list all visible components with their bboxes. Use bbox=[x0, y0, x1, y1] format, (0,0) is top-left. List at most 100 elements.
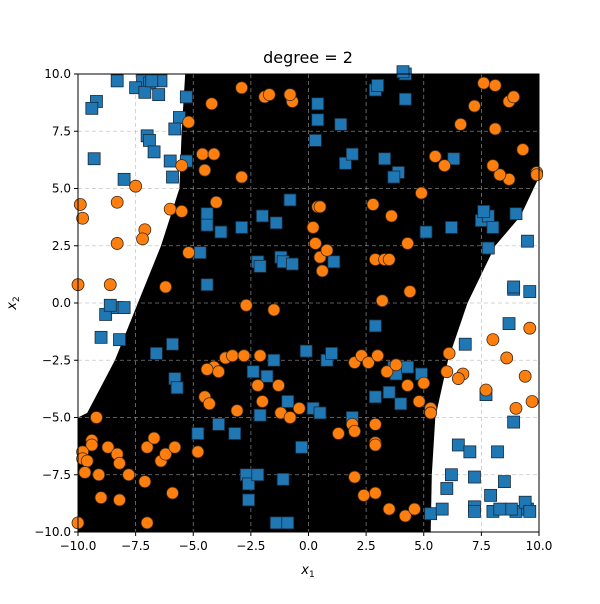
point-square bbox=[371, 79, 385, 92]
point-circle bbox=[488, 122, 502, 136]
point-square bbox=[117, 172, 131, 186]
point-circle bbox=[306, 221, 320, 234]
point-square bbox=[179, 90, 193, 104]
point-square bbox=[253, 408, 267, 422]
point-circle bbox=[454, 117, 468, 131]
point-circle bbox=[525, 395, 539, 408]
point-circle bbox=[159, 280, 172, 294]
point-circle bbox=[209, 195, 223, 209]
y-axis-label: x2 bbox=[5, 296, 22, 310]
plot-area bbox=[71, 65, 544, 533]
point-circle bbox=[168, 440, 182, 454]
point-square bbox=[94, 330, 108, 344]
point-circle bbox=[357, 488, 371, 502]
point-square bbox=[295, 440, 308, 454]
point-square bbox=[143, 134, 156, 147]
x-tick-label: 7.5 bbox=[472, 539, 491, 553]
point-circle bbox=[140, 440, 154, 454]
point-circle bbox=[80, 454, 94, 468]
point-circle bbox=[129, 179, 143, 193]
point-square bbox=[445, 468, 458, 482]
point-square bbox=[311, 113, 325, 127]
point-square bbox=[523, 504, 537, 518]
point-square bbox=[440, 482, 454, 495]
point-square bbox=[468, 504, 481, 518]
point-square bbox=[313, 406, 327, 420]
point-square bbox=[269, 216, 283, 230]
point-circle bbox=[309, 237, 322, 250]
y-tick-label: 7.5 bbox=[52, 124, 71, 138]
point-square bbox=[396, 65, 410, 79]
x-tick-label: 5.0 bbox=[414, 539, 433, 553]
point-square bbox=[445, 221, 458, 234]
point-circle bbox=[198, 163, 212, 177]
point-circle bbox=[237, 349, 251, 363]
point-circle bbox=[196, 147, 209, 161]
point-circle bbox=[523, 321, 537, 335]
point-square bbox=[309, 134, 322, 147]
point-square bbox=[435, 502, 449, 516]
point-square bbox=[387, 170, 401, 184]
x-tick-label: −5.0 bbox=[179, 539, 208, 553]
point-circle bbox=[368, 486, 382, 500]
point-circle bbox=[200, 363, 214, 376]
point-circle bbox=[488, 79, 502, 92]
point-circle bbox=[76, 211, 90, 225]
point-circle bbox=[103, 278, 117, 292]
x-axis-ticks: −10.0 −7.5 −5.0 −2.5 0.0 2.5 5.0 7.5 10.0 bbox=[60, 532, 553, 553]
y-tick-label: 2.5 bbox=[52, 239, 71, 253]
point-square bbox=[246, 365, 260, 379]
point-circle bbox=[230, 404, 244, 418]
point-circle bbox=[486, 333, 500, 347]
point-square bbox=[299, 344, 313, 358]
point-square bbox=[267, 353, 281, 367]
point-circle bbox=[166, 486, 179, 500]
point-square bbox=[484, 488, 497, 502]
point-square bbox=[269, 516, 283, 530]
point-circle bbox=[518, 369, 532, 383]
point-circle bbox=[235, 170, 249, 184]
y-tick-label: −10.0 bbox=[34, 525, 71, 539]
point-square bbox=[242, 493, 255, 507]
point-circle bbox=[90, 411, 103, 424]
point-circle bbox=[468, 99, 481, 113]
point-square bbox=[468, 470, 481, 484]
point-circle bbox=[493, 168, 507, 182]
point-circle bbox=[403, 285, 417, 298]
point-circle bbox=[101, 440, 115, 454]
point-square bbox=[523, 285, 537, 298]
point-circle bbox=[507, 90, 521, 104]
point-circle bbox=[78, 466, 92, 479]
point-circle bbox=[375, 294, 389, 308]
point-circle bbox=[262, 88, 276, 102]
point-square bbox=[255, 209, 269, 223]
x-tick-label: −10.0 bbox=[60, 539, 97, 553]
point-circle bbox=[283, 411, 297, 424]
point-square bbox=[447, 152, 461, 166]
x-tick-label: −2.5 bbox=[236, 539, 265, 553]
point-square bbox=[260, 369, 274, 383]
x-axis-label: x1 bbox=[300, 563, 314, 580]
point-circle bbox=[253, 349, 267, 363]
y-tick-label: 0.0 bbox=[52, 296, 71, 310]
point-circle bbox=[163, 202, 177, 216]
point-square bbox=[401, 360, 415, 374]
point-square bbox=[147, 145, 161, 159]
point-circle bbox=[382, 502, 396, 516]
point-circle bbox=[368, 417, 382, 431]
point-square bbox=[504, 502, 518, 516]
point-circle bbox=[292, 401, 306, 415]
point-square bbox=[493, 502, 507, 516]
point-square bbox=[170, 381, 184, 395]
point-circle bbox=[212, 365, 226, 379]
point-circle bbox=[205, 97, 219, 111]
point-circle bbox=[226, 349, 239, 363]
point-square bbox=[103, 298, 117, 312]
point-square bbox=[276, 472, 290, 486]
x-tick-label: 10.0 bbox=[526, 539, 553, 553]
point-circle bbox=[147, 431, 161, 445]
point-circle bbox=[113, 456, 126, 470]
point-square bbox=[451, 438, 465, 452]
point-square bbox=[311, 97, 325, 111]
point-square bbox=[325, 346, 338, 360]
